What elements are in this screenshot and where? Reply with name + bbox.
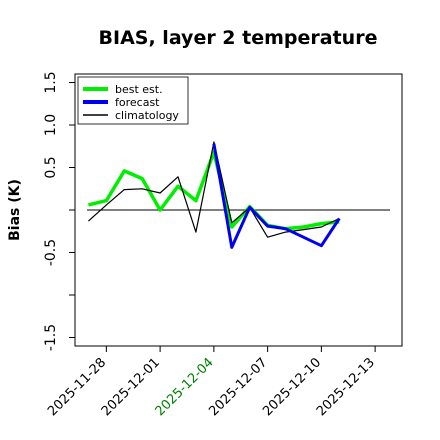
plot-area: -1.5-0.50.51.01.52025-11-282025-12-01202… xyxy=(43,71,403,419)
chart-title: BIAS, layer 2 temperature xyxy=(99,27,378,49)
y-axis-label: Bias (K) xyxy=(7,179,23,241)
y-tick-label: 1.5 xyxy=(43,71,59,93)
y-tick-label: -1.5 xyxy=(43,324,59,351)
series-line-climatology xyxy=(87,141,340,238)
series-line-best-est xyxy=(87,150,340,231)
forecast-gap-line xyxy=(285,228,322,247)
y-tick-label: -0.5 xyxy=(43,239,59,266)
x-tick-label: 2025-12-13 xyxy=(314,355,378,419)
series-line-forecast xyxy=(212,143,341,249)
y-tick-label: 1.0 xyxy=(43,114,59,136)
legend-label: forecast xyxy=(115,96,160,109)
legend-label: climatology xyxy=(115,109,179,122)
legend-label: best est. xyxy=(115,83,163,96)
y-tick-label: 0.5 xyxy=(43,156,59,178)
